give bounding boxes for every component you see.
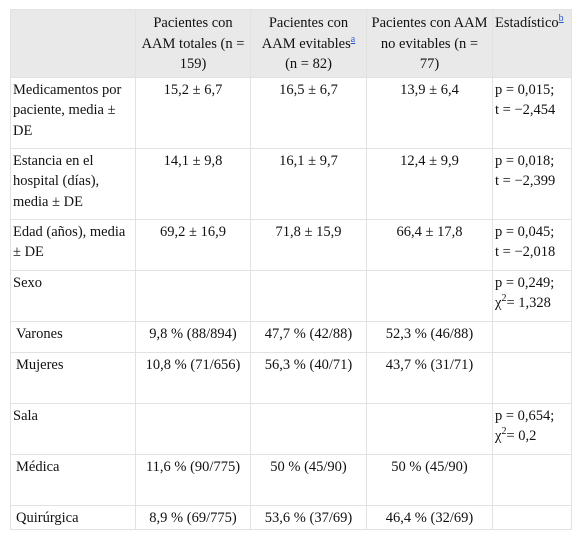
header-evitables-n: (n = 82) <box>285 56 332 72</box>
cell-stat <box>492 351 572 404</box>
cell-no-evitables: 52,3 % (46/88) <box>366 320 493 353</box>
stat-chi-symbol: χ <box>495 295 502 311</box>
stat-test: t = −2,399 <box>495 173 556 189</box>
row-label: Quirúrgica <box>10 504 136 530</box>
cell-stat: p = 0,045; t = −2,018 <box>492 218 572 271</box>
header-evitables-text: Pacientes con AAM evitables <box>261 15 351 52</box>
cell-no-evitables: 66,4 ± 17,8 <box>366 218 493 271</box>
cell-total <box>135 269 251 322</box>
cell-stat: p = 0,015; t = −2,454 <box>492 76 572 149</box>
table-row: Sala p = 0,654; χ2= 0,2 <box>10 402 572 455</box>
row-label: Medicamentos por paciente, media ± DE <box>10 76 136 149</box>
footnote-a-link[interactable]: a <box>350 33 356 45</box>
cell-stat: p = 0,654; χ2= 0,2 <box>492 402 572 455</box>
row-label: Estancia en el hospital (días), media ± … <box>10 147 136 220</box>
cell-total: 8,9 % (69/775) <box>135 504 251 530</box>
table-row: Varones 9,8 % (88/894) 47,7 % (42/88) 52… <box>10 320 572 353</box>
cell-total: 69,2 ± 16,9 <box>135 218 251 271</box>
cell-no-evitables <box>366 402 493 455</box>
cell-stat <box>492 453 572 506</box>
header-empty-cell <box>10 9 136 78</box>
cell-total <box>135 402 251 455</box>
table-row: Edad (años), media ± DE 69,2 ± 16,9 71,8… <box>10 218 572 271</box>
stat-chi-value: = 1,328 <box>506 295 551 311</box>
cell-stat <box>492 320 572 353</box>
stat-chi-exponent: 2 <box>501 426 507 438</box>
cell-evitables: 16,5 ± 6,7 <box>250 76 367 149</box>
table-row: Sexo p = 0,249; χ2= 1,328 <box>10 269 572 322</box>
cell-total: 15,2 ± 6,7 <box>135 76 251 149</box>
table-row: Estancia en el hospital (días), media ± … <box>10 147 572 220</box>
stat-chi-value: = 0,2 <box>506 428 537 444</box>
stat-chi-symbol: χ <box>495 428 502 444</box>
cell-evitables: 16,1 ± 9,7 <box>250 147 367 220</box>
cell-stat <box>492 504 572 530</box>
header-no-evitables: Pacientes con AAM no evitables (n = 77) <box>366 9 493 78</box>
cell-evitables <box>250 402 367 455</box>
table-row: Medicamentos por paciente, media ± DE 15… <box>10 76 572 149</box>
stat-p: p = 0,654; <box>495 407 555 424</box>
row-label: Edad (años), media ± DE <box>10 218 136 271</box>
cell-no-evitables: 12,4 ± 9,9 <box>366 147 493 220</box>
stat-p: p = 0,015; <box>495 81 555 98</box>
cell-stat: p = 0,249; χ2= 1,328 <box>492 269 572 322</box>
cell-evitables: 53,6 % (37/69) <box>250 504 367 530</box>
table-row: Mujeres 10,8 % (71/656) 56,3 % (40/71) 4… <box>10 351 572 404</box>
cell-no-evitables: 43,7 % (31/71) <box>366 351 493 404</box>
footnote-b-link[interactable]: b <box>558 13 564 25</box>
cell-evitables: 71,8 ± 15,9 <box>250 218 367 271</box>
cell-total: 11,6 % (90/775) <box>135 453 251 506</box>
stat-p: p = 0,249; <box>495 274 555 291</box>
table-row: Quirúrgica 8,9 % (69/775) 53,6 % (37/69)… <box>10 504 572 530</box>
cell-evitables <box>250 269 367 322</box>
cell-total: 9,8 % (88/894) <box>135 320 251 353</box>
cell-total: 14,1 ± 9,8 <box>135 147 251 220</box>
row-label: Mujeres <box>10 351 136 404</box>
header-total: Pacientes con AAM totales (n = 159) <box>135 9 251 78</box>
stat-chi-exponent: 2 <box>501 293 507 305</box>
stat-p: p = 0,045; <box>495 223 555 240</box>
cell-no-evitables <box>366 269 493 322</box>
cell-evitables: 50 % (45/90) <box>250 453 367 506</box>
cell-total: 10,8 % (71/656) <box>135 351 251 404</box>
row-label: Sala <box>10 402 136 455</box>
header-estadistico-text: Estadístico <box>495 15 559 31</box>
cell-no-evitables: 50 % (45/90) <box>366 453 493 506</box>
cell-stat: p = 0,018; t = −2,399 <box>492 147 572 220</box>
row-label: Médica <box>10 453 136 506</box>
cell-evitables: 47,7 % (42/88) <box>250 320 367 353</box>
row-label: Sexo <box>10 269 136 322</box>
cell-evitables: 56,3 % (40/71) <box>250 351 367 404</box>
stat-test: t = −2,018 <box>495 244 556 260</box>
cell-no-evitables: 13,9 ± 6,4 <box>366 76 493 149</box>
header-evitables: Pacientes con AAM evitablesa (n = 82) <box>250 9 367 78</box>
cell-no-evitables: 46,4 % (32/69) <box>366 504 493 530</box>
table-row: Médica 11,6 % (90/775) 50 % (45/90) 50 %… <box>10 453 572 506</box>
row-label: Varones <box>10 320 136 353</box>
header-estadistico: Estadísticob <box>492 9 572 78</box>
header-row: Pacientes con AAM totales (n = 159) Paci… <box>10 9 572 78</box>
stat-p: p = 0,018; <box>495 152 555 169</box>
stat-test: t = −2,454 <box>495 102 556 118</box>
data-table: Pacientes con AAM totales (n = 159) Paci… <box>10 9 572 530</box>
